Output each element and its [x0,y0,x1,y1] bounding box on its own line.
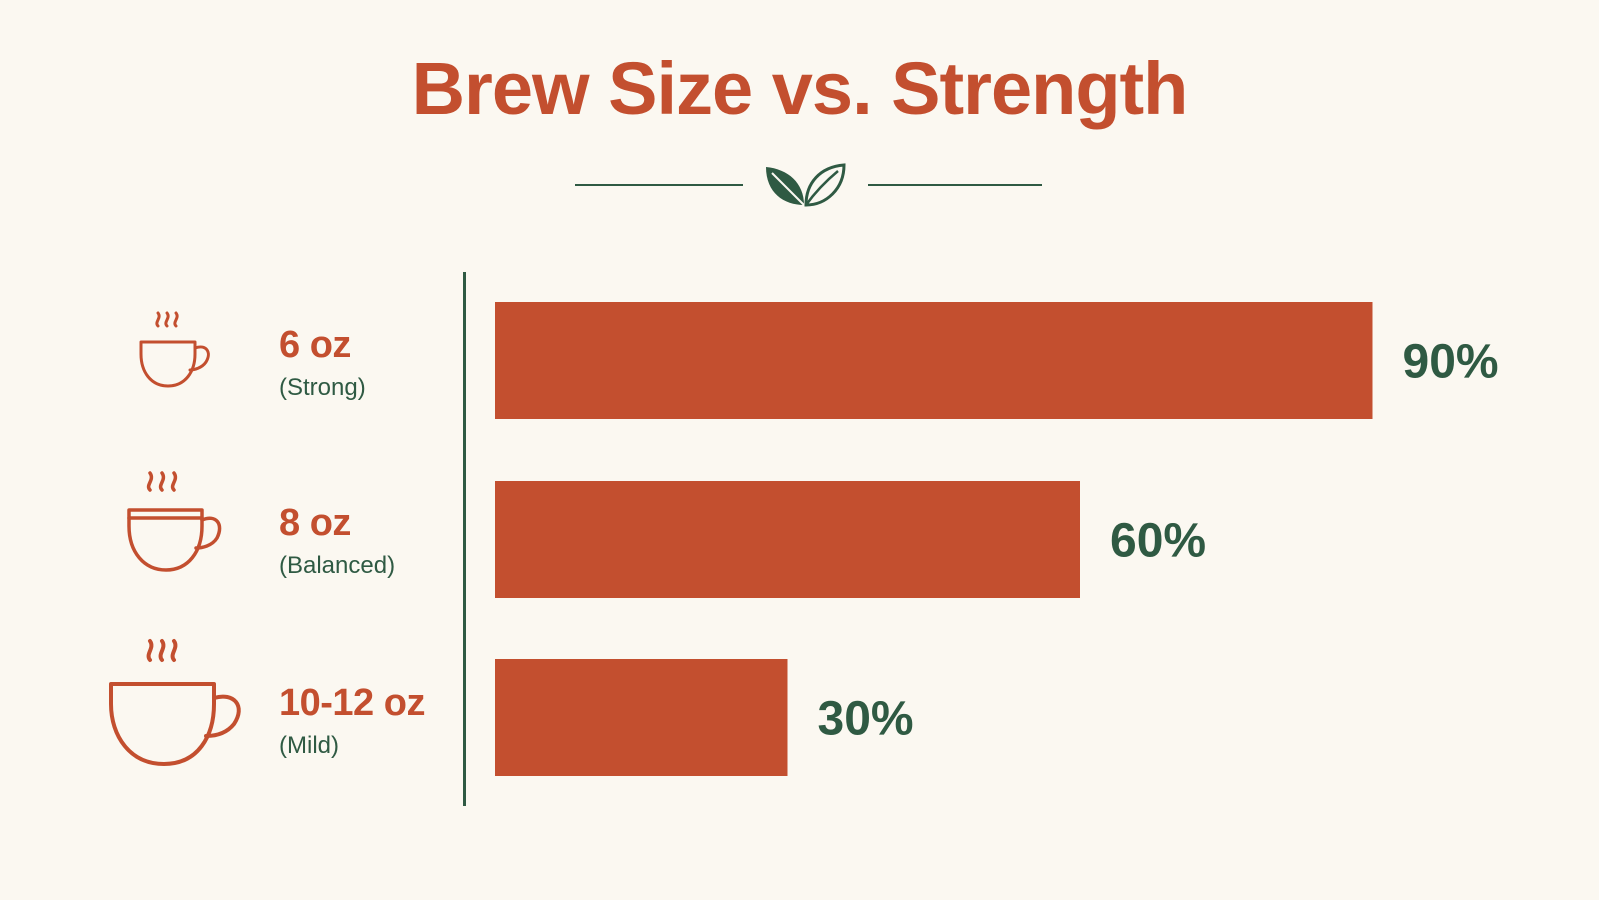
category-description: (Strong) [279,374,366,401]
bar-value-label-10-12oz: 30% [818,693,914,746]
bar-8oz [495,481,1080,598]
bar-value-label-8oz: 60% [1110,515,1206,568]
category-label-8oz: 8 oz (Balanced) [279,504,395,578]
y-axis-line [463,272,466,806]
bar-6oz [495,302,1373,419]
coffee-cup-large-icon [109,639,241,766]
coffee-cup-small-icon [139,311,210,388]
category-description: (Mild) [279,732,339,759]
coffee-cup-medium-icon [127,471,222,572]
title-divider [0,155,1599,215]
divider-line-left [575,184,743,186]
chart-title: Brew Size vs. Strength [411,47,1189,130]
leaves-icon [766,163,846,207]
category-label-6oz: 6 oz (Strong) [279,326,366,400]
divider-line-right [868,184,1042,186]
category-size: 10-12 oz [279,682,425,724]
bar-value-label-6oz: 90% [1403,336,1499,389]
category-description: (Balanced) [279,552,396,579]
category-label-10-12oz: 10-12 oz (Mild) [279,684,425,758]
category-size: 8 oz [279,502,351,544]
category-size: 6 oz [279,324,351,366]
bar-10-12oz [495,659,788,776]
